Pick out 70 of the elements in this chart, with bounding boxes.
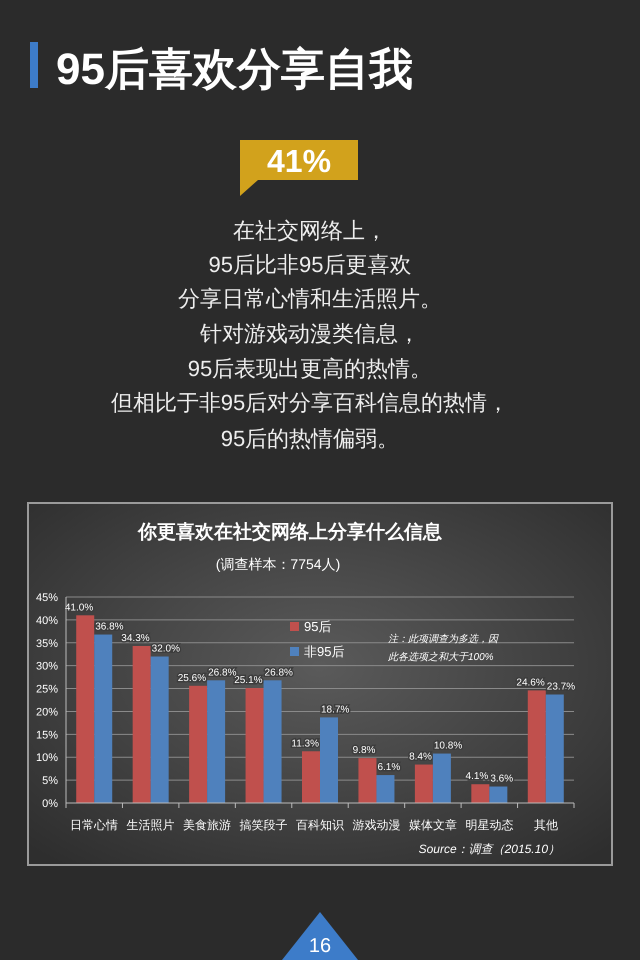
- bar: [471, 784, 490, 803]
- bar: [528, 690, 546, 803]
- y-tick-label: 5%: [42, 775, 58, 788]
- y-tick-label: 15%: [36, 729, 58, 742]
- y-tick-label: 20%: [36, 706, 58, 718]
- bar: [264, 680, 282, 803]
- annotation: 注：此项调查为多选，因此各选项之和大于100%: [388, 633, 499, 663]
- y-tick-label: 25%: [36, 684, 58, 696]
- text: 针对游戏动漫类信息，: [199, 321, 420, 346]
- source-note: Source：调查（2015.10）: [418, 842, 560, 856]
- bar: [546, 694, 564, 803]
- text: 9.8%: [352, 745, 376, 756]
- text: 26.8%: [208, 667, 236, 678]
- bar: [358, 758, 376, 803]
- x-tick-label: 游戏动漫: [352, 818, 400, 832]
- bar: [94, 634, 112, 803]
- text: 6.1%: [377, 762, 400, 774]
- x-tick-label: 其他: [534, 818, 558, 832]
- bar: [132, 646, 151, 803]
- bar: [150, 656, 169, 803]
- text: 95后表现出更高的热情。: [188, 356, 432, 381]
- bar: [489, 786, 508, 803]
- y-tick-label: 10%: [36, 752, 58, 764]
- text: 8.4%: [409, 752, 432, 763]
- text: 36.8%: [95, 622, 124, 633]
- x-tick-label: 搞笑段子: [240, 818, 288, 832]
- text: 18.7%: [321, 704, 350, 716]
- bar: [76, 615, 94, 803]
- legend-label: 95后: [304, 619, 332, 634]
- x-tick-label: 日常心情: [70, 818, 118, 832]
- bar: [320, 717, 338, 803]
- chart-subtitle: (调查样本：7754人): [216, 556, 340, 572]
- text: 25.1%: [234, 675, 263, 686]
- text: 分享日常心情和生活照片。: [178, 286, 442, 311]
- bar: [414, 764, 433, 803]
- text: 3.6%: [490, 774, 514, 785]
- bar: [207, 680, 226, 803]
- x-tick-label: 明星动态: [465, 818, 514, 832]
- x-tick-label: 生活照片: [126, 818, 175, 832]
- text: 26.8%: [264, 667, 293, 678]
- y-tick-label: 35%: [36, 638, 58, 650]
- text: 但相比于非95后对分享百科信息的热情，: [110, 390, 510, 415]
- y-tick-label: 0%: [42, 798, 58, 810]
- x-tick-label: 美食旅游: [183, 818, 232, 832]
- x-tick-label: 百科知识: [296, 818, 344, 832]
- y-tick-label: 45%: [36, 592, 58, 604]
- text: 34.3%: [121, 632, 150, 644]
- text: 4.1%: [466, 771, 488, 782]
- bar: [432, 754, 451, 803]
- bar: [302, 751, 320, 803]
- text: 95后比非95后更喜欢: [208, 252, 412, 277]
- text: 32.0%: [152, 644, 180, 655]
- text: 16: [308, 935, 332, 957]
- x-tick-label: 媒体文章: [408, 818, 457, 832]
- bar: [189, 686, 208, 803]
- text: 在社交网络上，: [233, 218, 387, 243]
- text: 23.7%: [546, 682, 576, 693]
- bar: [246, 688, 264, 803]
- legend-label: 非95后: [304, 644, 344, 659]
- bar: [376, 775, 394, 803]
- text: 11.3%: [291, 738, 319, 750]
- text: 25.6%: [178, 672, 206, 684]
- text: 10.8%: [434, 740, 462, 752]
- y-tick-label: 40%: [36, 614, 58, 627]
- text: 41%: [266, 143, 332, 179]
- text: 95后喜欢分享自我: [56, 45, 413, 94]
- text: 95后的热情偏弱。: [220, 426, 400, 451]
- text: 24.6%: [516, 677, 545, 688]
- chart-title: 你更喜欢在社交网络上分享什么信息: [137, 521, 442, 543]
- y-tick-label: 30%: [36, 660, 58, 673]
